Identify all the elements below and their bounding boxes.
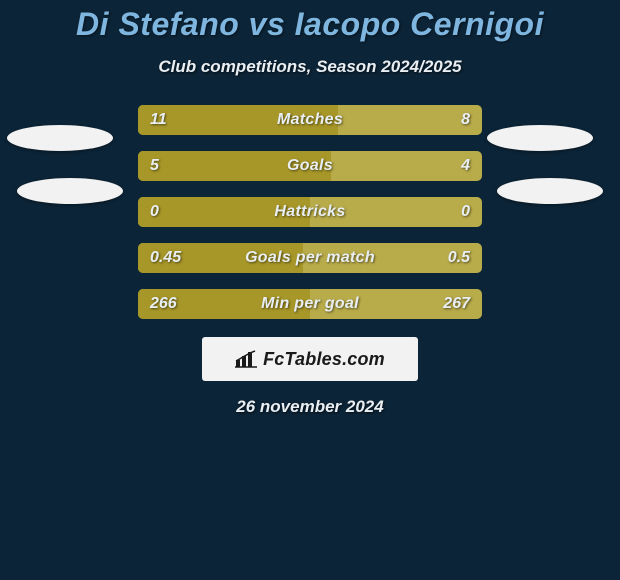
stat-right-value: 4 xyxy=(449,151,482,181)
stat-label: Goals xyxy=(138,151,482,181)
bar-chart-icon xyxy=(235,350,257,368)
stat-right-value: 0 xyxy=(449,197,482,227)
stat-right-value: 267 xyxy=(431,289,482,319)
branding-text: FcTables.com xyxy=(263,349,385,370)
footer-date: 26 november 2024 xyxy=(10,397,610,417)
branding-box: FcTables.com xyxy=(202,337,418,381)
right-avatar-placeholder xyxy=(487,125,593,151)
stat-label: Matches xyxy=(138,105,482,135)
stat-row: 0.45Goals per match0.5 xyxy=(138,243,482,273)
left-avatar-placeholder xyxy=(17,178,123,204)
stat-row: 0Hattricks0 xyxy=(138,197,482,227)
page-subtitle: Club competitions, Season 2024/2025 xyxy=(0,57,620,77)
stat-row: 5Goals4 xyxy=(138,151,482,181)
stat-row: 11Matches8 xyxy=(138,105,482,135)
comparison-chart: 11Matches8 5Goals4 0Hattricks0 0.45Goals pe… xyxy=(10,105,610,417)
stat-label: Goals per match xyxy=(138,243,482,273)
stat-right-value: 0.5 xyxy=(436,243,482,273)
page-title: Di Stefano vs Iacopo Cernigoi xyxy=(0,0,620,43)
left-avatar-placeholder xyxy=(7,125,113,151)
stat-row: 266Min per goal267 xyxy=(138,289,482,319)
stat-label: Hattricks xyxy=(138,197,482,227)
stat-right-value: 8 xyxy=(449,105,482,135)
right-avatar-placeholder xyxy=(497,178,603,204)
branding-label: FcTables.com xyxy=(235,349,385,370)
